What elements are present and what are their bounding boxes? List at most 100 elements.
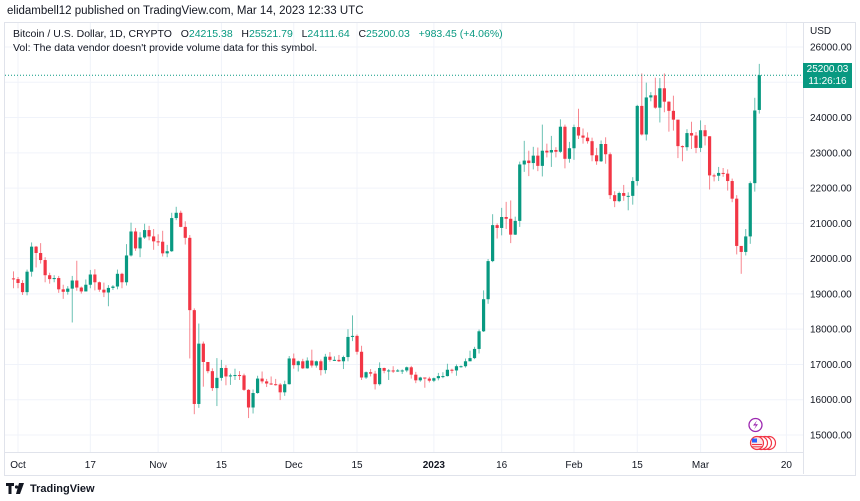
- candle-body: [52, 278, 56, 280]
- close-value: 25200.03: [366, 28, 410, 40]
- us-flag-icon[interactable]: [749, 435, 777, 451]
- candle: [210, 368, 214, 391]
- candle-body: [34, 246, 38, 253]
- candle-body: [346, 336, 350, 358]
- price-tick-label: 15000.00: [810, 431, 852, 442]
- candle-body: [355, 335, 359, 352]
- candle: [613, 191, 617, 208]
- candle: [509, 200, 513, 244]
- time-tick-label: 17: [85, 460, 97, 471]
- candle: [147, 225, 151, 241]
- time-tick-label: 2023: [423, 460, 446, 471]
- candle-body: [721, 172, 725, 174]
- high-value: 25521.79: [249, 28, 293, 40]
- candle-body: [305, 360, 309, 369]
- candle: [504, 201, 508, 230]
- candle-body: [152, 236, 156, 242]
- candle-body: [197, 343, 201, 404]
- candle: [310, 349, 314, 368]
- candle: [563, 124, 567, 169]
- candle: [274, 378, 278, 386]
- candle: [545, 143, 549, 158]
- candle: [142, 223, 147, 239]
- lightning-bolt-icon[interactable]: [748, 417, 763, 433]
- candle-body: [472, 348, 477, 359]
- candle: [255, 375, 260, 394]
- candle: [66, 286, 70, 295]
- candle-body: [739, 245, 743, 252]
- candle-body: [133, 231, 138, 249]
- tradingview-brand[interactable]: TradingView: [30, 483, 95, 495]
- candle-body: [387, 370, 391, 372]
- candle: [427, 376, 431, 383]
- time-tick-label: 15: [632, 460, 644, 471]
- candle: [34, 245, 38, 268]
- candle-body: [350, 335, 355, 337]
- candle-body: [500, 217, 504, 228]
- price-tick-label: 24000.00: [810, 113, 852, 124]
- candle-body: [274, 384, 278, 386]
- candle: [712, 173, 716, 182]
- candle-body: [468, 358, 472, 362]
- candle-body: [265, 381, 269, 384]
- candle-body: [251, 393, 255, 408]
- candle-body: [224, 367, 228, 377]
- candle: [170, 212, 174, 252]
- candle-body: [364, 372, 368, 378]
- candle-body: [39, 252, 43, 261]
- open-label: O: [180, 28, 189, 40]
- candle: [337, 354, 341, 362]
- candle: [359, 345, 364, 380]
- candle: [689, 121, 694, 149]
- candle: [536, 147, 540, 172]
- candle-body: [332, 359, 337, 361]
- candle-body: [558, 126, 563, 152]
- candle: [88, 269, 92, 289]
- candle: [617, 191, 621, 203]
- time-tick-label: Oct: [10, 460, 26, 471]
- candle: [215, 358, 219, 407]
- candle-body: [106, 287, 111, 293]
- candle: [549, 135, 553, 167]
- price-axis[interactable]: 15000.00 16000.00 17000.00 18000.00 19000.00…: [803, 23, 853, 474]
- candle: [676, 119, 680, 159]
- candle: [278, 383, 282, 401]
- candle: [454, 364, 459, 376]
- candle: [680, 145, 685, 162]
- low-value: 24111.64: [307, 28, 350, 40]
- candle-body: [554, 149, 558, 152]
- candle: [558, 119, 563, 153]
- candle: [346, 329, 350, 362]
- candle: [576, 108, 581, 140]
- candle-body: [459, 366, 463, 368]
- candle: [246, 389, 251, 419]
- candle: [242, 373, 246, 391]
- candle-body: [382, 367, 386, 371]
- candle-body: [183, 226, 187, 238]
- candle: [332, 356, 337, 361]
- candle-body: [694, 135, 698, 148]
- candle-body: [423, 377, 427, 379]
- footer: TradingView: [6, 483, 95, 495]
- candle: [115, 269, 120, 290]
- time-tick-label: Dec: [285, 460, 303, 471]
- candle-body: [43, 260, 47, 276]
- time-axis[interactable]: Oct 17 Nov 15 Dec 15 2023 16 Feb 15 Mar 20: [5, 452, 803, 472]
- candle: [39, 243, 43, 264]
- candle-body: [735, 198, 739, 246]
- candle-body: [432, 378, 436, 381]
- candle-body: [563, 126, 567, 159]
- candle: [25, 269, 29, 296]
- candle: [748, 181, 752, 244]
- candle: [604, 137, 608, 164]
- candle: [653, 77, 657, 109]
- candle: [698, 120, 703, 153]
- candle-body: [491, 225, 495, 262]
- candle: [472, 346, 477, 360]
- symbol-name[interactable]: Bitcoin / U.S. Dollar, 1D, CRYPTO: [13, 28, 172, 40]
- candle-body: [653, 95, 657, 108]
- candle: [726, 169, 730, 191]
- candle: [323, 353, 327, 374]
- candle-body: [418, 377, 422, 381]
